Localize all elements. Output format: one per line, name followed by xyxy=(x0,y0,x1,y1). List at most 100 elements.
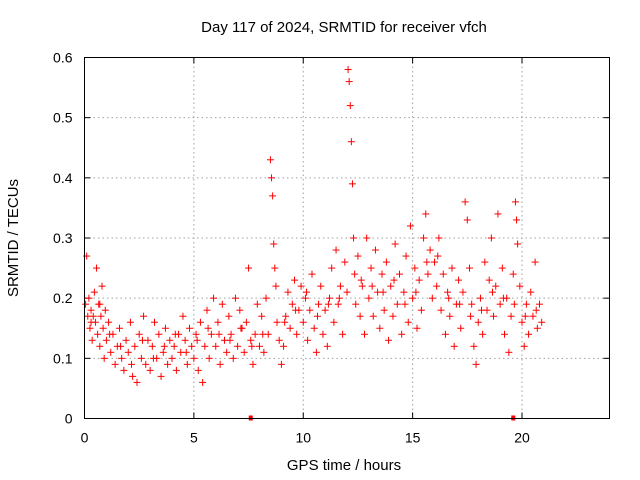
data-point xyxy=(118,354,126,362)
data-point xyxy=(142,360,150,368)
data-point xyxy=(303,288,311,296)
data-point xyxy=(237,324,245,332)
data-point xyxy=(242,318,250,326)
data-point xyxy=(474,318,482,326)
data-point xyxy=(330,318,338,326)
data-point xyxy=(343,288,351,296)
data-point xyxy=(128,360,136,368)
data-point xyxy=(441,330,449,338)
data-point xyxy=(369,312,377,320)
data-point xyxy=(310,324,318,332)
data-point xyxy=(186,324,193,332)
data-point xyxy=(282,312,290,320)
data-point xyxy=(347,138,355,146)
data-point xyxy=(511,198,519,206)
data-point xyxy=(245,264,253,272)
data-point xyxy=(380,306,388,314)
data-point xyxy=(461,198,469,206)
data-point xyxy=(346,102,354,110)
data-point xyxy=(253,300,261,308)
y-tick-label: 0.2 xyxy=(53,290,73,306)
data-point xyxy=(382,258,390,266)
data-point xyxy=(345,78,353,86)
data-point xyxy=(88,336,96,344)
data-point xyxy=(413,324,421,332)
data-point xyxy=(531,258,539,266)
data-point xyxy=(521,312,529,320)
data-point xyxy=(293,330,301,338)
data-point xyxy=(105,318,113,326)
data-point xyxy=(292,306,300,314)
data-point xyxy=(415,276,423,284)
x-tick-label: 20 xyxy=(514,430,530,446)
data-point xyxy=(270,240,278,248)
data-point xyxy=(272,282,280,290)
data-point xyxy=(335,294,343,302)
data-point xyxy=(435,234,443,242)
data-point xyxy=(85,294,93,302)
data-point xyxy=(379,288,387,296)
data-point xyxy=(248,342,256,350)
data-point xyxy=(481,258,489,266)
data-point xyxy=(354,252,362,260)
data-point xyxy=(201,342,209,350)
data-point xyxy=(315,300,323,308)
data-point xyxy=(509,270,517,278)
data-point xyxy=(420,234,428,242)
data-point xyxy=(215,330,223,338)
data-point xyxy=(336,282,344,290)
data-point xyxy=(273,318,281,326)
data-point xyxy=(457,324,465,332)
data-point xyxy=(518,318,526,326)
data-point xyxy=(308,270,316,278)
data-point xyxy=(149,354,157,362)
data-point xyxy=(262,294,270,302)
data-point xyxy=(280,342,288,350)
data-point xyxy=(513,216,521,224)
data-point xyxy=(326,294,333,302)
data-point xyxy=(164,360,172,368)
chart-title: Day 117 of 2024, SRMTID for receiver vfc… xyxy=(201,19,487,36)
data-point xyxy=(485,276,493,284)
data-point xyxy=(216,360,224,368)
data-point xyxy=(86,324,94,332)
data-point xyxy=(367,264,375,272)
data-point xyxy=(179,312,187,320)
data-point xyxy=(212,342,220,350)
data-point xyxy=(324,300,332,308)
data-point xyxy=(306,306,314,314)
data-point xyxy=(277,360,285,368)
data-point xyxy=(387,282,395,290)
data-point xyxy=(525,330,533,338)
data-point xyxy=(192,330,200,338)
data-point xyxy=(96,342,104,350)
data-point xyxy=(205,354,213,362)
data-point xyxy=(124,348,132,356)
data-point xyxy=(131,342,139,350)
data-point xyxy=(271,264,279,272)
data-point xyxy=(90,288,98,296)
data-point xyxy=(172,366,180,374)
data-point xyxy=(288,300,296,308)
data-point xyxy=(93,264,101,272)
data-point xyxy=(160,342,168,350)
data-point xyxy=(106,330,114,338)
data-point xyxy=(170,342,178,350)
data-point xyxy=(148,342,156,350)
data-point xyxy=(116,324,123,332)
data-point xyxy=(268,174,276,182)
data-point xyxy=(87,318,95,326)
data-point xyxy=(437,306,445,314)
data-point xyxy=(532,306,540,314)
data-point xyxy=(313,312,321,320)
data-point xyxy=(266,156,274,164)
data-point xyxy=(478,306,486,314)
x-axis-label: GPS time / hours xyxy=(287,457,401,474)
data-point xyxy=(240,348,248,356)
data-point xyxy=(251,330,259,338)
data-point xyxy=(468,300,476,308)
data-point xyxy=(210,294,218,302)
data-point xyxy=(385,336,393,344)
data-point xyxy=(439,270,447,278)
data-point xyxy=(357,276,365,284)
